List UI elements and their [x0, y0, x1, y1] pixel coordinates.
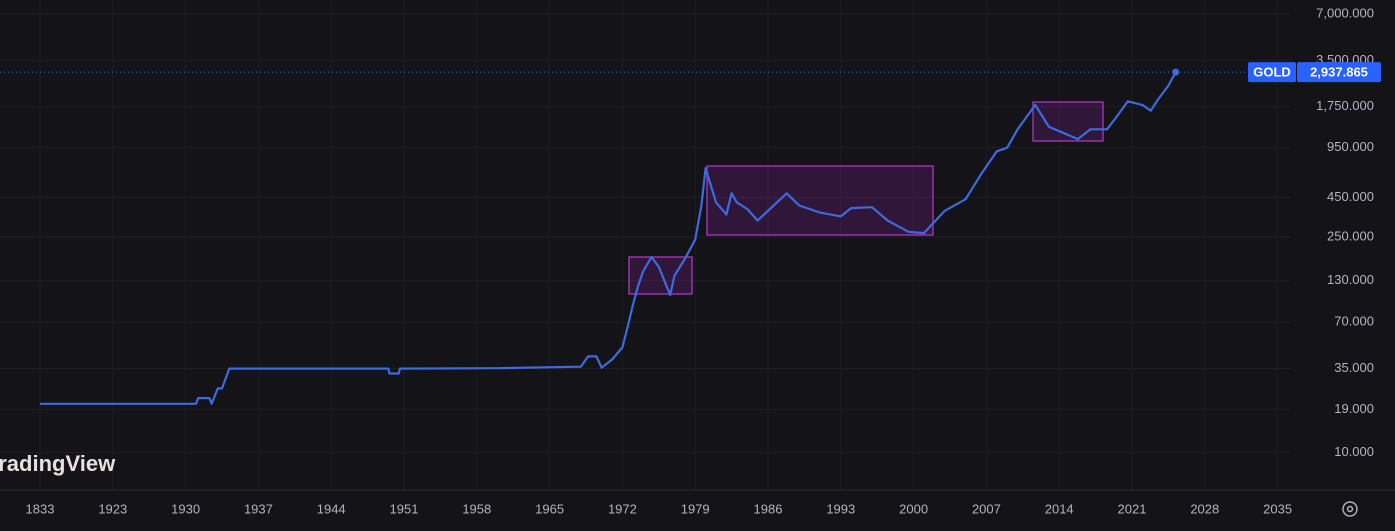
plot	[0, 68, 1248, 405]
y-tick-label: 950.000	[1327, 139, 1374, 154]
last-price-dot	[1172, 68, 1180, 76]
x-tick-label: 2014	[1045, 501, 1074, 516]
x-tick-label: 1951	[390, 501, 419, 516]
x-tick-label: 2035	[1263, 501, 1292, 516]
x-tick-label: 1993	[826, 501, 855, 516]
x-tick-label: 1833	[26, 501, 55, 516]
symbol-badge	[1248, 62, 1296, 83]
y-tick-label: 35.000	[1334, 360, 1374, 375]
y-tick-label: 10.000	[1334, 444, 1374, 459]
y-tick-label: 450.000	[1327, 189, 1374, 204]
x-tick-label: 1965	[535, 501, 564, 516]
x-tick-label: 2028	[1190, 501, 1219, 516]
settings-icon[interactable]	[1342, 501, 1358, 517]
y-tick-label: 250.000	[1327, 228, 1374, 243]
price-label: 2,937.865	[1310, 65, 1368, 80]
y-tick-label: 7,000.000	[1316, 5, 1374, 20]
x-tick-label: 1986	[754, 501, 783, 516]
x-tick-label: 1923	[98, 501, 127, 516]
x-tick-label: 1979	[681, 501, 710, 516]
x-tick-label: 1944	[317, 501, 346, 516]
x-tick-label: 1972	[608, 501, 637, 516]
y-tick-label: 1,750.000	[1316, 98, 1374, 113]
symbol-name: GOLD	[1253, 65, 1291, 80]
range-box	[706, 165, 934, 236]
x-tick-label: 2000	[899, 501, 928, 516]
x-tick-label: 2021	[1118, 501, 1147, 516]
y-tick-label: 130.000	[1327, 272, 1374, 287]
price-badge	[1297, 62, 1381, 83]
x-tick-label: 1930	[171, 501, 200, 516]
x-tick-label: 1937	[244, 501, 273, 516]
price-line	[40, 71, 1177, 405]
y-tick-label: 19.000	[1334, 401, 1374, 416]
watermark: TradingView	[0, 451, 116, 476]
x-tick-label: 1958	[462, 501, 491, 516]
x-tick-label: 2007	[972, 501, 1001, 516]
y-tick-label: 70.000	[1334, 314, 1374, 329]
grid	[0, 13, 1395, 491]
axis-labels: 7,000.0003,500.0001,750.000950.000450.00…	[26, 5, 1381, 516]
